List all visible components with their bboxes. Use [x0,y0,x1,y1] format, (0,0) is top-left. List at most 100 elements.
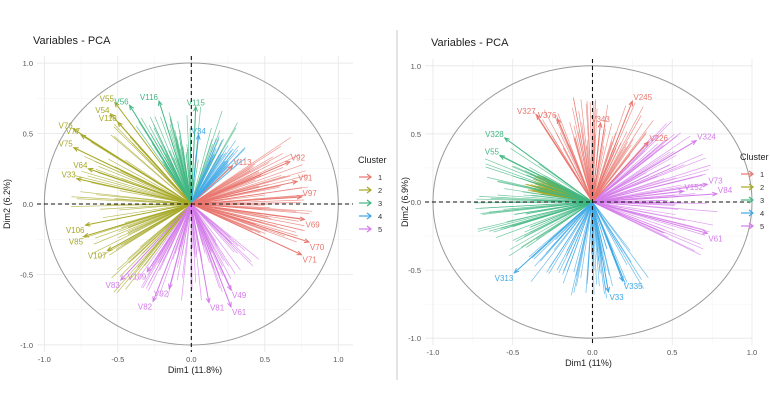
variable-arrow-head [152,296,157,303]
variable-arrow-cluster-1 [592,106,644,203]
legend-key-arrow [366,212,372,220]
variable-arrow-cluster-3 [477,201,593,230]
variable-label: V49 [232,291,247,300]
variable-arrow-cluster-4 [566,201,593,252]
variable-arrow-head [226,284,232,292]
legend-entry-label: 1 [378,173,382,182]
variable-arrow-head [195,133,201,140]
variable-arrow [114,102,192,205]
variable-arrow [592,193,717,203]
variable-arrow [556,118,593,203]
variable-arrow-head [168,283,173,290]
variable-arrow-cluster-2 [110,134,192,205]
variable-arrow-cluster-2 [99,203,192,210]
variable-arrow-cluster-4 [592,201,632,263]
variable-arrow-cluster-5 [191,203,254,267]
variable-arrow-cluster-2 [144,203,192,267]
variable-arrow-cluster-2 [93,203,192,245]
variable-arrow-cluster-1 [191,203,265,206]
variable-arrow [499,155,593,203]
variable-arrow-cluster-3 [190,127,212,205]
variable-arrow-cluster-2 [116,203,192,271]
x-tick-label: 0.0 [587,348,597,357]
variable-arrow-cluster-3 [548,201,593,233]
variable-label: V33 [61,171,76,180]
y-axis-label: Dim2 (6.9%) [400,177,410,227]
variable-arrow-cluster-5 [592,135,678,203]
variable-arrow-cluster-1 [191,170,260,205]
variable-label: V328 [485,130,504,139]
legend-key-arrow [748,196,754,204]
variable-arrow [76,178,192,205]
variable-arrow-cluster-5 [592,201,718,212]
variable-arrow [592,101,633,203]
variable-arrow-cluster-4 [592,201,608,249]
variable-arrow-cluster-3 [529,201,593,233]
variable-arrow-head [72,128,79,134]
variable-arrow [168,203,192,289]
variable-arrow-head [303,238,311,243]
variable-arrow-cluster-1 [573,98,593,203]
legend-key-arrow [748,170,754,178]
y-tick-label: -1.0 [20,341,33,350]
variable-arrow-cluster-4 [191,152,227,205]
variable-arrow [190,203,232,291]
variable-arrow-cluster-3 [169,150,192,205]
variable-label: V77 [66,127,81,136]
variable-label: V152 [684,183,703,192]
legend-key-arrow [748,183,754,191]
pca-panel-1: Variables - PCA -1.0 -0.5 0.0 0.5 1.0 -1.0 -0.5… [2,35,387,375]
legend-entry-label: 3 [378,199,382,208]
legend-title: Cluster [358,155,387,165]
variable-arrow-cluster-2 [96,194,192,205]
variable-arrow-head [556,117,562,124]
variable-arrow [191,203,302,256]
y-tick-label: 0.5 [23,130,33,139]
variable-arrow-cluster-3 [511,201,593,227]
variable-arrow-cluster-4 [191,150,223,205]
variable-arrow-cluster-5 [592,184,681,203]
variable-arrow-cluster-4 [592,201,628,266]
variable-label: V81 [210,304,225,313]
variable-arrow [146,203,192,272]
variable-arrow-cluster-3 [504,188,593,203]
variable-arrow-cluster-1 [191,164,303,205]
variable-arrow-cluster-1 [572,107,593,203]
legend: Cluster 1 2 3 4 5 [740,152,769,231]
legend-key-arrow [748,222,754,230]
variable-arrow-cluster-1 [191,203,297,243]
variable-arrow-cluster-4 [563,201,593,272]
variable-arrow [191,196,302,205]
legend-entry-label: 5 [378,225,382,234]
variable-arrow-cluster-4 [573,201,593,273]
variable-arrow-cluster-3 [529,201,593,228]
x-tick-label: -0.5 [111,355,124,364]
variable-label: V113 [233,158,252,167]
x-tick-label: 0.5 [260,355,270,364]
legend-entry-label: 3 [760,196,764,205]
variable-arrow [191,203,305,221]
variable-arrow [591,201,609,292]
variable-arrow [190,203,232,308]
variable-arrow-cluster-5 [190,203,202,301]
variable-arrow-cluster-1 [191,174,309,205]
variable-arrow [190,165,233,205]
variable-arrow-cluster-2 [109,203,192,256]
variable-label: V71 [303,256,318,265]
variable-arrow-cluster-1 [191,203,313,212]
x-tick-label: -1.0 [427,348,440,357]
variable-arrow-cluster-4 [548,201,593,269]
variable-label: V115 [187,99,206,108]
variable-arrow-cluster-1 [191,146,282,205]
variable-arrow-cluster-5 [592,135,691,203]
legend-entry-label: 4 [378,212,382,221]
variable-label: V33 [609,293,624,302]
variable-arrow-cluster-3 [478,201,593,232]
variable-arrow-head [702,229,709,235]
variable-arrow-head [605,286,611,294]
variable-arrow-head [82,232,90,238]
variable-arrow-cluster-5 [592,139,667,203]
variable-arrow [129,105,192,205]
variable-arrow-cluster-5 [592,164,685,203]
variable-label: V64 [73,161,88,170]
